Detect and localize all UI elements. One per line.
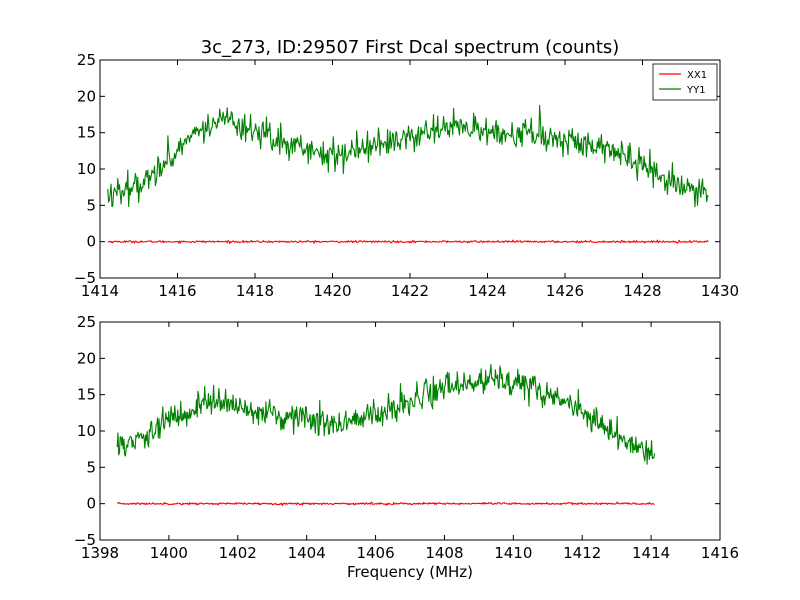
x-tick-label: 1430 [701, 282, 739, 300]
y-tick-label: 10 [77, 422, 96, 440]
x-tick-label: 1428 [623, 282, 661, 300]
x-tick-label: 1400 [150, 544, 188, 562]
y-tick-label: 25 [77, 51, 96, 69]
chart-title: 3c_273, ID:29507 First Dcal spectrum (co… [201, 37, 620, 58]
y-tick-label: 25 [77, 313, 96, 331]
x-tick-label: 1422 [391, 282, 429, 300]
x-tick-label: 1404 [288, 544, 326, 562]
x-tick-label: 1410 [494, 544, 532, 562]
series-line-yy1-panel-1 [107, 104, 709, 208]
y-tick-label: 15 [77, 124, 96, 142]
x-tick-label: 1402 [219, 544, 257, 562]
top-panel: 1414 1416 1418 1420 1422 1424 1426 1428 1430 −5 0 5… [74, 37, 739, 300]
y-tick-label: 5 [86, 458, 96, 476]
x-tick-label: 1398 [81, 544, 119, 562]
bottom-panel: 1398 1400 1402 1404 1406 1408 1410 1412 1414 1416… [74, 313, 739, 581]
x-tick-label: 1414 [632, 544, 670, 562]
plot-frame [99, 321, 721, 541]
y-tick-label: −5 [74, 531, 96, 549]
series-line-yy1-panel-2 [116, 363, 656, 465]
y-tick-label: 0 [86, 233, 96, 251]
series-line-xx1-panel-1 [107, 239, 709, 244]
x-tick-label: 1426 [546, 282, 584, 300]
y-tick-label: 15 [77, 386, 96, 404]
x-tick-label: 1420 [313, 282, 351, 300]
y-tick-label: 10 [77, 160, 96, 178]
x-tick-label: 1424 [468, 282, 506, 300]
x-tick-label: 1416 [158, 282, 196, 300]
legend-label-yy1: YY1 [686, 85, 706, 96]
y-tick-label: 20 [77, 349, 96, 367]
y-tick-label: 5 [86, 196, 96, 214]
x-tick-label: 1418 [236, 282, 274, 300]
x-tick-label: 1416 [701, 544, 739, 562]
legend-label-xx1: XX1 [687, 70, 707, 81]
x-tick-label: 1406 [356, 544, 394, 562]
plot-frame [99, 59, 721, 279]
y-tick-label: 20 [77, 87, 96, 105]
legend-box [652, 63, 718, 101]
y-tick-label: −5 [74, 269, 96, 287]
series-line-xx1-panel-2 [116, 501, 655, 507]
x-tick-label: 1414 [81, 282, 119, 300]
x-axis-label: Frequency (MHz) [347, 563, 473, 581]
x-tick-label: 1412 [563, 544, 601, 562]
x-tick-label: 1408 [425, 544, 463, 562]
y-tick-label: 0 [86, 495, 96, 513]
